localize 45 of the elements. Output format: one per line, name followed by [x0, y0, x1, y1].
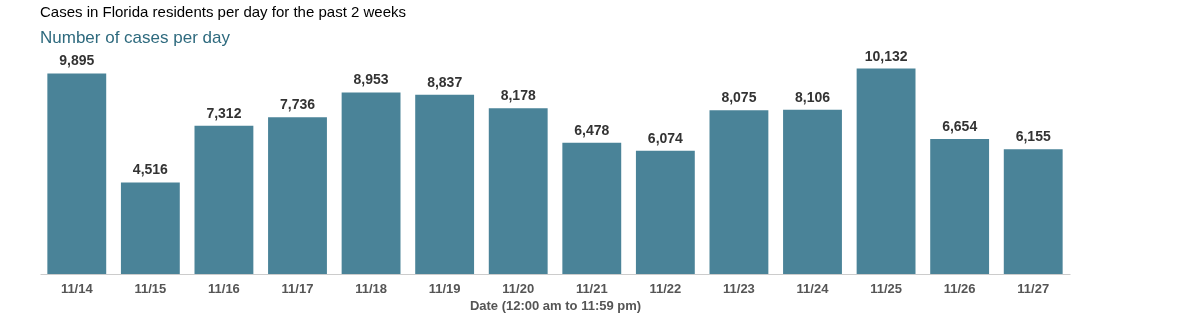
- bar: [930, 139, 990, 274]
- data-label: 9,895: [59, 52, 95, 69]
- data-label: 7,312: [206, 104, 242, 121]
- chart-subtitle: Number of cases per day: [40, 27, 231, 47]
- x-tick-label: 11/27: [1017, 280, 1050, 296]
- data-label: 4,516: [132, 161, 169, 178]
- data-label: 8,953: [353, 71, 389, 88]
- bar: [1003, 149, 1063, 274]
- x-tick-label: 11/19: [428, 280, 461, 296]
- x-tick-label: 11/17: [281, 280, 314, 296]
- bar: [856, 68, 916, 274]
- bar: [341, 92, 401, 274]
- x-tick-label: 11/26: [943, 280, 976, 296]
- bar: [47, 73, 107, 274]
- x-tick-label: 11/22: [649, 280, 682, 296]
- x-tick-label: 11/20: [502, 280, 535, 296]
- data-label: 7,736: [279, 96, 316, 113]
- bar: [194, 125, 254, 274]
- x-tick-label: 11/21: [575, 280, 608, 296]
- chart-title: Cases in Florida residents per day for the past 2 weeks: [40, 2, 407, 20]
- data-label: 6,654: [942, 118, 978, 135]
- bar: [415, 94, 475, 274]
- data-label: 6,155: [1015, 128, 1051, 145]
- data-label: 6,074: [647, 129, 684, 146]
- x-tick-label: 11/15: [134, 280, 167, 296]
- data-label: 8,178: [500, 87, 536, 104]
- data-label: 8,106: [794, 88, 831, 105]
- data-label: 8,837: [427, 73, 463, 90]
- data-label: 10,132: [864, 47, 908, 64]
- x-tick-label: 11/18: [355, 280, 387, 296]
- data-label: 6,478: [574, 121, 610, 138]
- x-tick-label: 11/14: [60, 280, 94, 296]
- bar: [783, 109, 842, 274]
- bar: [268, 117, 327, 274]
- x-tick-label: 11/16: [208, 280, 240, 296]
- data-label: 8,075: [721, 89, 757, 106]
- bar: [562, 142, 622, 274]
- bar: [120, 182, 180, 274]
- bar: [635, 150, 695, 274]
- x-tick-label: 11/25: [870, 280, 902, 296]
- bar: [709, 110, 769, 274]
- bar: [488, 108, 548, 274]
- x-tick-label: 11/24: [796, 280, 830, 296]
- x-axis-title: Date (12:00 am to 11:59 pm): [469, 297, 642, 313]
- x-tick-label: 11/23: [723, 280, 755, 296]
